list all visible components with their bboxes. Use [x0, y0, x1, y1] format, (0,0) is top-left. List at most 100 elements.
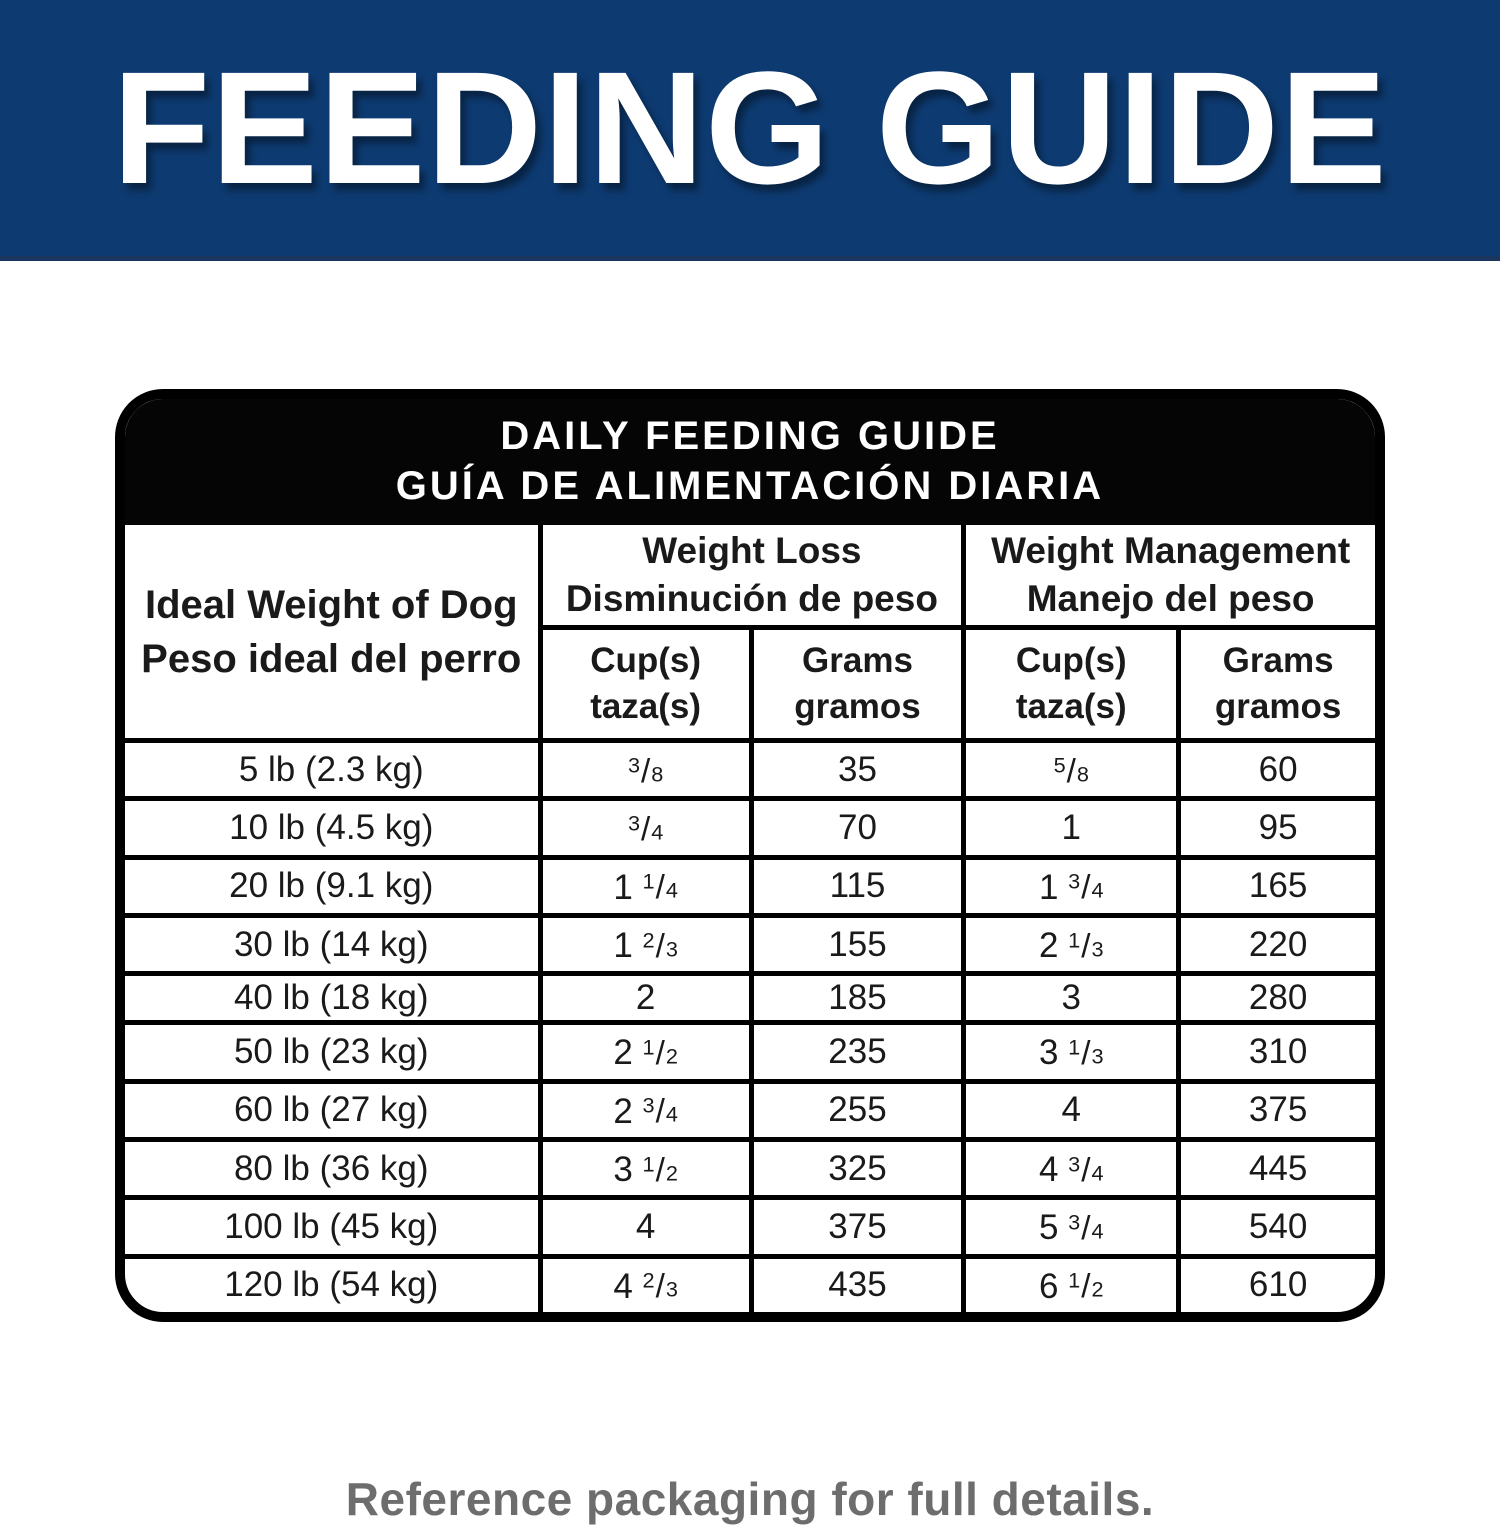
ideal-weight-header: Ideal Weight of Dog Peso ideal del perro [125, 525, 543, 743]
mgmt-grams-cell: 220 [1176, 912, 1375, 977]
fraction: 5/8 [1053, 752, 1089, 790]
fraction: 3/8 [627, 752, 664, 790]
whole-number: 1 [1038, 867, 1059, 907]
mgmt-grams-cell: 280 [1176, 971, 1375, 1026]
whole-number: 2 [613, 1091, 633, 1131]
whole-number: 2 [613, 1033, 633, 1073]
table-row: 80 lb (36 kg) 3 1/2 325 4 3/4 445 [125, 1136, 1375, 1201]
banner-title: FEEDING GUIDE [112, 38, 1388, 217]
weight-management-label-en: Weight Management [991, 530, 1351, 571]
mgmt-cups-cell: 1 [961, 796, 1182, 860]
group-header-row: Ideal Weight of Dog Peso ideal del perro… [125, 525, 1375, 743]
whole-number: 6 [1038, 1266, 1059, 1306]
mgmt-grams-cell: 375 [1176, 1078, 1375, 1142]
mgmt-grams-cell: 310 [1176, 1020, 1375, 1084]
whole-number: 1 [1061, 807, 1081, 847]
loss-grams-cell: 70 [748, 796, 967, 860]
ideal-weight-header-es: Peso ideal del perro [141, 636, 522, 681]
whole-number: 4 [613, 1266, 633, 1306]
table-row: 50 lb (23 kg) 2 1/2 235 3 1/3 310 [125, 1020, 1375, 1084]
mgmt-cups-cell: 3 [961, 971, 1182, 1026]
loss-cups-cell: 2 3/4 [537, 1078, 754, 1142]
mgmt-grams-cell: 165 [1176, 854, 1375, 918]
weight-cell: 120 lb (54 kg) [125, 1253, 543, 1312]
mgmt-grams-cell: 610 [1176, 1253, 1375, 1312]
feeding-table-body: 5 lb (2.3 kg) 3/8 35 5/8 60 10 lb (4.5 kg) 3/4… [125, 737, 1375, 1312]
weight-loss-group-header: Weight Loss Disminución de peso [537, 525, 967, 630]
weight-loss-label-en: Weight Loss [642, 530, 862, 571]
loss-grams-cell: 235 [748, 1020, 967, 1084]
mgmt-cups-cell: 1 3/4 [961, 854, 1182, 918]
fraction: 1/2 [642, 1034, 678, 1073]
weight-cell: 50 lb (23 kg) [125, 1020, 543, 1084]
table-row: 10 lb (4.5 kg) 3/4 70 1 95 [125, 796, 1375, 860]
loss-grams-cell: 155 [748, 912, 967, 977]
weight-loss-label-es: Disminución de peso [565, 578, 938, 619]
loss-cups-cell: 4 2/3 [537, 1253, 754, 1312]
mgmt-grams-cell: 60 [1176, 737, 1375, 802]
mgmt-grams-header: Grams gramos [1176, 625, 1375, 743]
sub-header-row: Cup(s) taza(s) Grams gramos Cup(s) taza(… [125, 625, 1375, 743]
weight-management-group-header: Weight Management Manejo del peso [961, 525, 1375, 630]
loss-grams-cell: 115 [748, 854, 967, 918]
weight-cell: 40 lb (18 kg) [125, 971, 543, 1026]
fraction: 3/4 [627, 810, 664, 849]
fraction: 1/3 [1068, 1034, 1104, 1073]
loss-cups-header: Cup(s) taza(s) [540, 625, 754, 743]
cups-label-en: Cup(s) [1015, 641, 1127, 680]
fraction: 3/4 [1068, 1209, 1104, 1248]
whole-number: 2 [1038, 925, 1059, 965]
mgmt-grams-cell: 540 [1176, 1195, 1375, 1259]
loss-cups-cell: 1 1/4 [537, 854, 754, 918]
whole-number: 4 [1061, 1090, 1081, 1130]
feeding-guide-banner: FEEDING GUIDE [0, 0, 1500, 261]
fraction: 1/4 [642, 868, 678, 907]
card-title-es: GUÍA DE ALIMENTACIÓN DIARIA [395, 464, 1105, 508]
mgmt-cups-cell: 3 1/3 [961, 1020, 1182, 1084]
weight-cell: 30 lb (14 kg) [125, 912, 543, 977]
whole-number: 4 [1038, 1149, 1059, 1189]
mgmt-cups-cell: 5/8 [961, 737, 1182, 802]
whole-number: 5 [1038, 1208, 1059, 1248]
card-title: DAILY FEEDING GUIDE GUÍA DE ALIMENTACIÓN… [125, 399, 1375, 525]
feeding-table-header: Ideal Weight of Dog Peso ideal del perro… [125, 525, 1375, 743]
table-row: 40 lb (18 kg) 2 185 3 280 [125, 971, 1375, 1026]
weight-management-label-es: Manejo del peso [1026, 578, 1315, 619]
loss-cups-cell: 4 [537, 1195, 754, 1259]
table-row: 5 lb (2.3 kg) 3/8 35 5/8 60 [125, 737, 1375, 802]
whole-number: 1 [613, 925, 633, 965]
mgmt-cups-cell: 4 [961, 1078, 1182, 1142]
weight-cell: 20 lb (9.1 kg) [125, 854, 543, 918]
table-row: 60 lb (27 kg) 2 3/4 255 4 375 [125, 1078, 1375, 1142]
weight-cell: 80 lb (36 kg) [125, 1136, 543, 1201]
grams-label-en: Grams [1222, 641, 1334, 680]
footer-note: Reference packaging for full details. [345, 1472, 1155, 1525]
loss-cups-cell: 3/8 [537, 737, 754, 802]
cups-label-es: taza(s) [590, 687, 702, 726]
grams-label-es: gramos [1214, 687, 1342, 726]
daily-feeding-guide-card: DAILY FEEDING GUIDE GUÍA DE ALIMENTACIÓN… [115, 389, 1385, 1322]
whole-number: 3 [1038, 1033, 1059, 1073]
feeding-table: Ideal Weight of Dog Peso ideal del perro… [125, 525, 1375, 1312]
table-row: 120 lb (54 kg) 4 2/3 435 6 1/2 610 [125, 1253, 1375, 1312]
fraction: 2/3 [642, 926, 678, 965]
loss-cups-cell: 2 [537, 971, 754, 1026]
loss-grams-header: Grams gramos [748, 625, 967, 743]
weight-cell: 5 lb (2.3 kg) [125, 737, 543, 802]
ideal-weight-header-en: Ideal Weight of Dog [144, 582, 518, 627]
loss-cups-cell: 3/4 [537, 796, 754, 860]
loss-cups-cell: 3 1/2 [537, 1136, 754, 1201]
table-row: 100 lb (45 kg) 4 375 5 3/4 540 [125, 1195, 1375, 1259]
whole-number: 1 [613, 867, 633, 907]
mgmt-cups-header: Cup(s) taza(s) [961, 625, 1182, 743]
weight-cell: 60 lb (27 kg) [125, 1078, 543, 1142]
fraction: 1/2 [642, 1150, 678, 1189]
mgmt-cups-cell: 5 3/4 [961, 1195, 1182, 1259]
fraction: 3/4 [1068, 1150, 1104, 1189]
whole-number: 3 [613, 1149, 633, 1189]
grams-label-es: gramos [794, 687, 921, 726]
fraction: 2/3 [642, 1267, 678, 1306]
mgmt-cups-cell: 2 1/3 [961, 912, 1182, 977]
fraction: 3/4 [1068, 868, 1104, 907]
whole-number: 3 [1061, 978, 1081, 1018]
